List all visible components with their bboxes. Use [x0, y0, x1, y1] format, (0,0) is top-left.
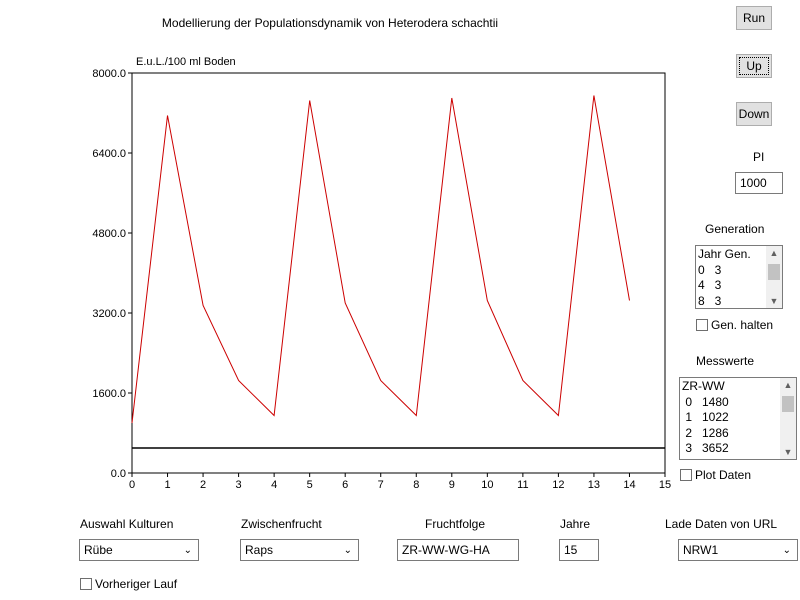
url-select[interactable]: NRW1 ⌄	[678, 539, 798, 561]
scroll-up-icon[interactable]: ▲	[769, 248, 779, 258]
scroll-down-icon[interactable]: ▼	[769, 296, 779, 306]
jahre-input[interactable]: 15	[559, 539, 599, 561]
kulturen-label: Auswahl Kulturen	[80, 517, 174, 531]
messwerte-scrollbar[interactable]: ▲ ▼	[780, 378, 796, 459]
list-item[interactable]: 4 3	[698, 278, 722, 292]
x-tick-label: 3	[236, 479, 242, 491]
chevron-down-icon: ⌄	[343, 545, 352, 556]
scroll-down-icon[interactable]: ▼	[783, 447, 793, 457]
kulturen-select[interactable]: Rübe ⌄	[79, 539, 199, 561]
zwischenfrucht-label: Zwischenfrucht	[241, 517, 322, 531]
x-tick-label: 4	[271, 479, 277, 491]
y-tick-label: 4800.0	[92, 228, 126, 240]
scroll-up-icon[interactable]: ▲	[783, 380, 793, 390]
plot-daten-label: Plot Daten	[695, 468, 752, 482]
population-chart: E.u.L./100 ml Boden 0.0 1600.0 3200.0 4800.…	[92, 56, 671, 491]
x-tick-label: 11	[517, 479, 528, 491]
plot-frame	[131, 72, 666, 474]
x-tick-label: 13	[588, 479, 600, 491]
vorheriger-lauf-label: Vorheriger Lauf	[95, 577, 178, 591]
generation-label: Generation	[705, 222, 765, 236]
fruchtfolge-label: Fruchtfolge	[425, 517, 486, 531]
scroll-thumb[interactable]	[768, 264, 780, 280]
messwerte-label: Messwerte	[696, 354, 755, 368]
chevron-down-icon: ⌄	[782, 545, 791, 556]
x-tick-label: 14	[623, 479, 635, 491]
x-tick-label: 15	[659, 479, 671, 491]
x-tick-label: 9	[449, 479, 455, 491]
url-label: Lade Daten von URL	[665, 517, 778, 531]
up-button[interactable]: Up	[736, 54, 772, 78]
list-item[interactable]: 3 3652	[682, 441, 729, 455]
plot-daten-checkbox[interactable]	[680, 469, 692, 481]
url-value: NRW1	[683, 543, 719, 557]
x-tick-label: 5	[307, 479, 313, 491]
x-tick-label: 10	[481, 479, 493, 491]
y-tick-label: 3200.0	[92, 308, 126, 320]
generation-scrollbar[interactable]: ▲ ▼	[766, 246, 782, 308]
x-tick-label: 12	[552, 479, 564, 491]
jahre-label: Jahre	[560, 517, 591, 531]
y-tick-label: 6400.0	[92, 148, 126, 160]
y-tick-label: 1600.0	[92, 388, 126, 400]
chevron-down-icon: ⌄	[183, 545, 192, 556]
x-tick-label: 8	[413, 479, 419, 491]
y-tick-label: 8000.0	[92, 68, 126, 80]
y-axis-label: E.u.L./100 ml Boden	[136, 56, 236, 68]
list-item[interactable]: 0 1480	[682, 394, 729, 409]
y-tick-label: 0.0	[111, 468, 126, 480]
list-item[interactable]: 2 1286	[682, 425, 729, 440]
series-line	[131, 95, 630, 424]
x-tick-label: 6	[342, 479, 348, 491]
kulturen-value: Rübe	[84, 543, 113, 557]
list-item[interactable]: 8 3	[698, 293, 722, 308]
list-item[interactable]: ZR-WW	[682, 379, 725, 393]
x-tick-label: 0	[129, 479, 135, 491]
x-tick-label: 2	[200, 479, 206, 491]
vorheriger-lauf-checkbox[interactable]	[80, 578, 92, 590]
x-tick-label: 7	[378, 479, 384, 491]
pi-label: PI	[753, 150, 765, 164]
page-title: Modellierung der Populationsdynamik von …	[161, 16, 499, 30]
x-tick-label: 1	[164, 479, 170, 491]
list-item[interactable]: Jahr Gen.	[698, 247, 751, 261]
scroll-thumb[interactable]	[782, 396, 794, 412]
list-item[interactable]: 1 1022	[682, 410, 729, 424]
zwischenfrucht-value: Raps	[245, 543, 274, 557]
messwerte-list[interactable]: ZR-WW 0 1480 1 1022 2 1286 3 3652 ▲ ▼	[679, 377, 797, 460]
down-button[interactable]: Down	[736, 102, 772, 126]
fruchtfolge-input[interactable]: ZR-WW-WG-HA	[397, 539, 519, 561]
pi-input[interactable]: 1000	[735, 172, 783, 194]
zwischenfrucht-select[interactable]: Raps ⌄	[240, 539, 359, 561]
list-item[interactable]: 0 3	[698, 262, 722, 277]
run-button[interactable]: Run	[736, 6, 772, 30]
gen-halten-label: Gen. halten	[711, 318, 774, 332]
gen-halten-checkbox[interactable]	[696, 319, 708, 331]
